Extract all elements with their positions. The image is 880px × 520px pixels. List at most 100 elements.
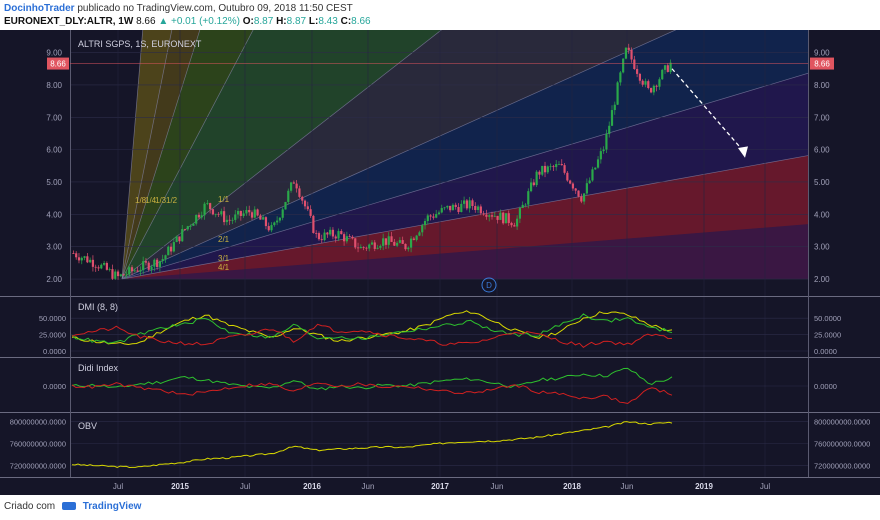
candle-body: [449, 205, 452, 211]
time-tick-label: 2019: [695, 482, 713, 491]
right-tick-label: 7.00: [814, 113, 830, 122]
indicator-series-line: [71, 323, 673, 349]
candle-body: [384, 238, 388, 245]
candle-body: [169, 246, 173, 252]
chart-area[interactable]: 1/81/41/3 1/2 1/1 2/1 3/14/1 D ALTRI SGPS, 1S…: [0, 30, 880, 495]
tradingview-link[interactable]: TradingView: [82, 501, 142, 512]
candle-body: [153, 259, 156, 267]
left-tick-label: 9.00: [46, 49, 62, 58]
author-link[interactable]: DocinhoTrader: [4, 3, 75, 14]
indicator-pane: OBV: [71, 421, 673, 469]
candle-body: [490, 215, 494, 217]
candle-body: [630, 49, 633, 60]
candle-body: [197, 214, 201, 218]
candle-body: [496, 215, 499, 220]
right-tick-label: 6.00: [814, 146, 830, 155]
candle-body: [189, 225, 192, 227]
chart-panes: D ALTRI SGPS, 1S, EURONEXT DMI (8, 8) Didi …: [70, 39, 808, 469]
indicator-series-line: [71, 367, 673, 391]
right-tick-label: 8.00: [814, 81, 830, 90]
candle-body: [228, 219, 231, 221]
candle-body: [281, 209, 284, 218]
candle-body: [267, 226, 270, 231]
gann-fan-bands: [121, 30, 808, 280]
candle-body: [429, 215, 432, 217]
candle-body: [426, 215, 429, 222]
right-tick-label: 25.0000: [814, 331, 841, 340]
candle-body: [139, 270, 142, 272]
left-tick-label: 25.0000: [39, 331, 66, 340]
candle-body: [532, 182, 535, 186]
candle-body: [474, 206, 477, 211]
event-marker: [481, 277, 497, 293]
candle-body: [86, 256, 89, 263]
gann-label: 1/2: [166, 196, 178, 205]
candle-body: [529, 182, 533, 192]
left-tick-label: 720000000.0000: [10, 462, 66, 471]
candle-body: [301, 196, 304, 201]
candle-body: [203, 203, 206, 216]
candle-body: [167, 246, 170, 256]
gann-label: 4/1: [218, 263, 230, 272]
candle-body: [538, 171, 541, 175]
gann-line: [121, 30, 442, 280]
candle-body: [200, 215, 203, 218]
time-tick-label: 2017: [431, 482, 449, 491]
candle-body: [122, 274, 125, 276]
candle-body: [471, 200, 474, 207]
candle-body: [541, 165, 544, 175]
candle-body: [242, 213, 245, 216]
candle-body: [89, 259, 92, 263]
last-price-tag-left-label: 8.66: [50, 60, 66, 69]
projection-arrowhead: [738, 146, 748, 158]
candle-body: [409, 238, 413, 248]
left-tick-label: 0.0000: [43, 347, 66, 356]
candle-body: [479, 206, 482, 214]
candle-body: [415, 235, 418, 240]
candle-body: [222, 211, 226, 223]
candle-body: [356, 247, 360, 249]
candle-body: [582, 193, 586, 202]
candle-body: [393, 241, 396, 246]
candle-body: [404, 243, 407, 250]
right-tick-label: 0.0000: [814, 347, 837, 356]
indicator-series-line: [71, 313, 673, 344]
right-tick-label: 5.00: [814, 178, 830, 187]
candle-body: [591, 169, 594, 181]
candle-body: [504, 213, 508, 224]
gann-label: 1/8: [135, 196, 147, 205]
candle-body: [351, 236, 354, 239]
candle-body: [652, 85, 655, 93]
candle-body: [396, 242, 399, 246]
candle-body: [638, 73, 642, 81]
left-tick-label: 7.00: [46, 113, 62, 122]
candle-body: [334, 236, 337, 239]
right-tick-label: 760000000.0000: [814, 440, 870, 449]
candle-body: [465, 200, 468, 209]
candle-body: [362, 246, 365, 248]
price-candles: [72, 43, 672, 280]
time-tick-label: Jun: [621, 482, 634, 491]
indicator-series-line: [71, 310, 673, 346]
time-tick-label: Jun: [491, 482, 504, 491]
candle-body: [485, 214, 488, 217]
gann-fan: 1/81/41/3 1/2 1/1 2/1 3/14/1: [121, 30, 808, 280]
candle-body: [214, 213, 217, 215]
left-tick-label: 3.00: [46, 243, 62, 252]
candle-body: [365, 247, 368, 249]
last-price-tag-left: [47, 57, 69, 70]
grid-lines: [0, 30, 880, 477]
candle-body: [309, 209, 312, 216]
candle-body: [546, 166, 549, 173]
candle-body: [77, 257, 81, 261]
candle-body: [342, 234, 346, 242]
candle-body: [323, 232, 326, 241]
candle-body: [401, 240, 404, 244]
candle-body: [636, 69, 639, 74]
candle-body: [571, 183, 575, 189]
candle-body: [602, 149, 605, 152]
candle-body: [331, 229, 335, 237]
candle-body: [387, 236, 390, 245]
candle-body: [102, 263, 106, 265]
candle-body: [348, 236, 351, 237]
